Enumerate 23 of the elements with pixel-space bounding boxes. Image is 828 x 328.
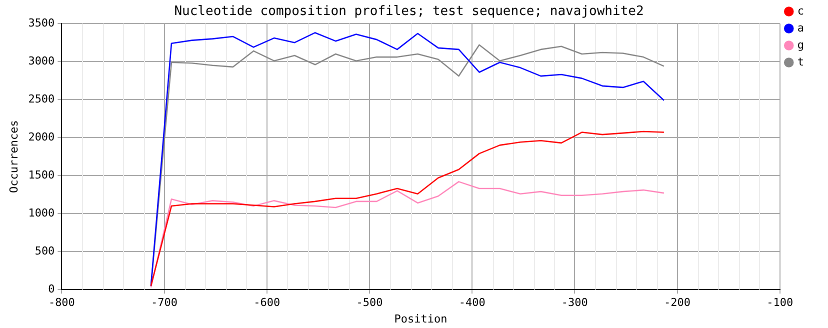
legend-label: a (797, 21, 804, 34)
y-tick-label: 3500 (28, 16, 55, 30)
x-tick-label: -300 (561, 296, 588, 310)
legend-label: t (797, 55, 804, 68)
x-tick-label: -700 (151, 296, 178, 310)
legend-label: c (797, 4, 804, 18)
y-tick-label: 1500 (28, 168, 55, 182)
y-tick-label: 2500 (28, 92, 55, 106)
x-tick-label: -600 (254, 296, 280, 310)
y-tick-label: 0 (48, 282, 55, 296)
x-tick-label: -500 (356, 296, 383, 310)
y-tick-label: 500 (34, 244, 55, 258)
y-tick-label: 1000 (28, 206, 55, 220)
x-tick-label: -400 (458, 296, 486, 310)
legend-label: g (797, 38, 804, 52)
x-axis-title: Position (394, 312, 448, 326)
chart-title: Nucleotide composition profiles; test sequence; navajowhite2 (174, 4, 644, 20)
x-tick-label: -800 (48, 296, 75, 310)
y-tick-label: 3000 (28, 54, 55, 68)
x-tick-label: -200 (664, 296, 691, 310)
y-axis-title: Occurrences (7, 120, 20, 194)
y-tick-label: 2000 (28, 130, 55, 144)
x-tick-label: -100 (766, 296, 794, 310)
